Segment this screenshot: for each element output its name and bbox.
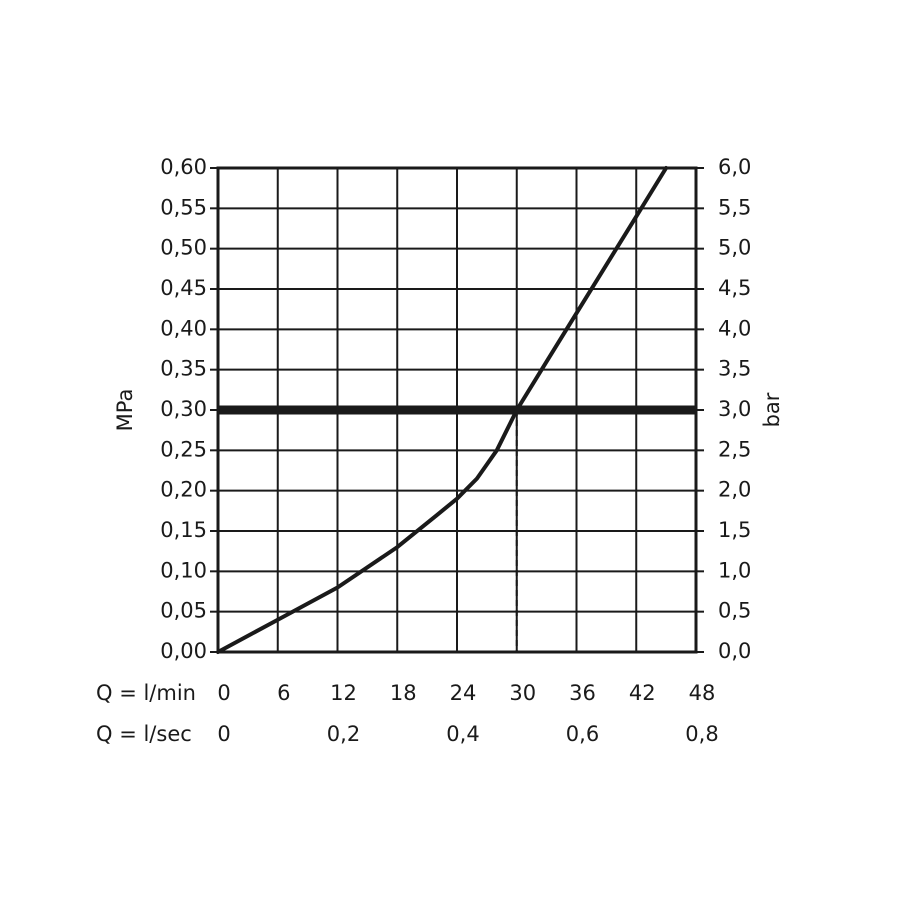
x-tick-label-lsec: 0,4 — [446, 722, 479, 746]
x-axis-ticks: 0 6 12 18 24 30 36 42 48 0 0,2 0,4 0,6 0,8 — [217, 681, 718, 746]
x-tick-label-lmin: 24 — [450, 681, 477, 705]
x-tick-label-lmin: 12 — [330, 681, 357, 705]
y-tick-label-left: 0,60 — [160, 155, 207, 179]
y-tick-label-right: 5,0 — [718, 236, 751, 260]
y-tick-label-left: 0,15 — [160, 518, 207, 542]
x-row-label-lmin: Q = l/min — [96, 681, 196, 705]
y-tick-label-left: 0,25 — [160, 437, 207, 461]
y-tick-label-right: 4,0 — [718, 316, 751, 340]
y-tick-label-right: 1,0 — [718, 558, 751, 582]
y-tick-label-left: 0,05 — [160, 599, 207, 623]
y-tick-label-left: 0,35 — [160, 357, 207, 381]
y-axis-left-ticks: 0,00 0,05 0,10 0,15 0,20 0,25 0,30 0,35 0,40 0,45… — [160, 155, 218, 663]
x-tick-label-lmin: 30 — [509, 681, 536, 705]
y-tick-label-left: 0,10 — [160, 558, 207, 582]
series-layer — [216, 166, 669, 654]
x-tick-label-lmin: 42 — [629, 681, 656, 705]
x-tick-label-lmin: 0 — [217, 681, 230, 705]
y-tick-label-left: 0,55 — [160, 195, 207, 219]
y-tick-label-right: 2,5 — [718, 437, 751, 461]
x-tick-label-lmin: 18 — [390, 681, 417, 705]
y-tick-label-right: 3,0 — [718, 397, 751, 421]
y-tick-label-right: 3,5 — [718, 357, 751, 381]
y-tick-label-left: 0,30 — [160, 397, 207, 421]
y-tick-label-right: 1,5 — [718, 518, 751, 542]
x-tick-label-lsec: 0,2 — [327, 722, 360, 746]
x-tick-label-lmin: 48 — [689, 681, 716, 705]
y-tick-label-left: 0,00 — [160, 639, 207, 663]
x-tick-label-lmin: 6 — [277, 681, 290, 705]
y-tick-label-right: 6,0 — [718, 155, 751, 179]
y-axis-right-label: bar — [760, 392, 784, 427]
y-tick-label-right: 0,0 — [718, 639, 751, 663]
y-axis-right-ticks: 0,0 0,5 1,0 1,5 2,0 2,5 3,0 3,5 4,0 4,5 5,0 5,5 6,0 — [696, 155, 751, 663]
y-tick-label-right: 4,5 — [718, 276, 751, 300]
y-tick-label-left: 0,50 — [160, 236, 207, 260]
x-tick-label-lsec: 0,8 — [685, 722, 718, 746]
y-axis-left-label: MPa — [113, 389, 137, 432]
x-tick-label-lsec: 0 — [217, 722, 230, 746]
series-line — [216, 166, 669, 654]
y-tick-label-right: 0,5 — [718, 599, 751, 623]
y-tick-label-right: 2,0 — [718, 478, 751, 502]
y-tick-label-left: 0,40 — [160, 316, 207, 340]
x-tick-label-lsec: 0,6 — [566, 722, 599, 746]
x-row-label-lsec: Q = l/sec — [96, 722, 192, 746]
reference-line-layer — [218, 405, 696, 652]
x-tick-label-lmin: 36 — [569, 681, 596, 705]
y-tick-label-left: 0,20 — [160, 478, 207, 502]
y-tick-label-right: 5,5 — [718, 195, 751, 219]
y-tick-label-left: 0,45 — [160, 276, 207, 300]
